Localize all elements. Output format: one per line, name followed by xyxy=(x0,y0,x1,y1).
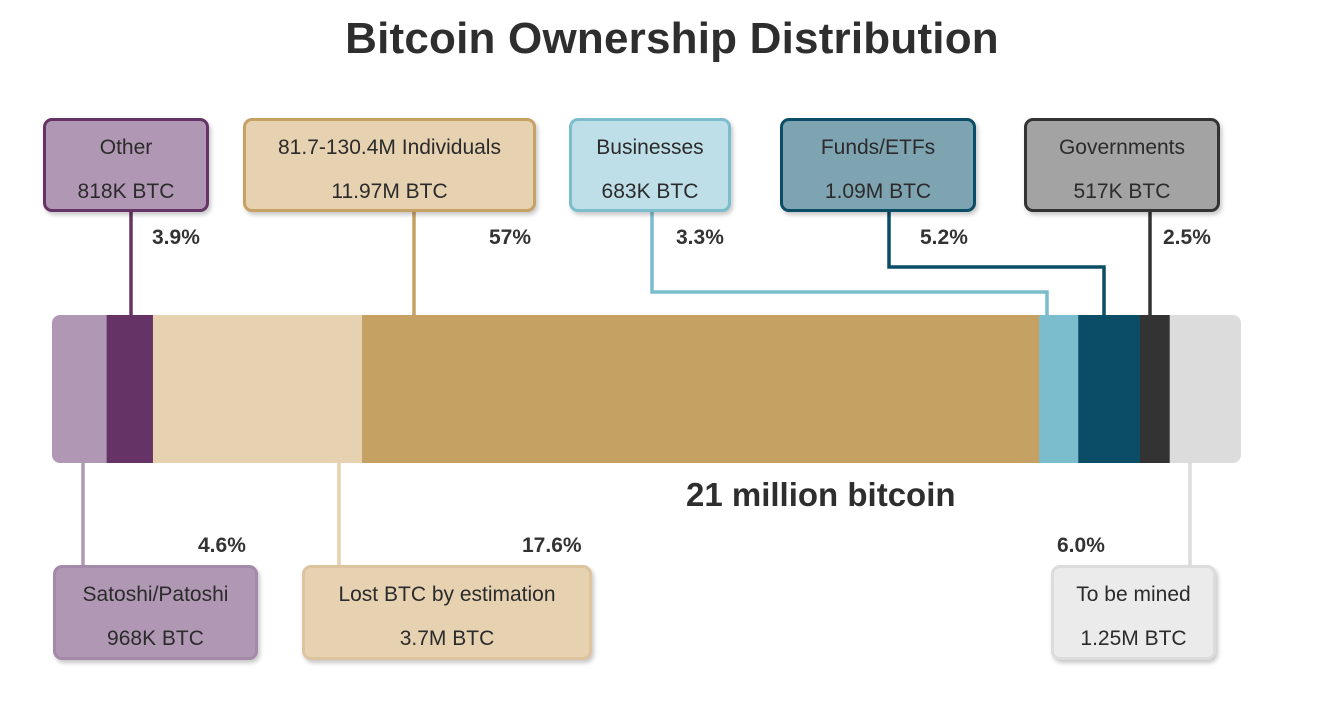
segment-label: Other xyxy=(99,136,153,159)
percent-label-governments: 2.5% xyxy=(1163,226,1211,249)
segment-label: To be mined xyxy=(1076,583,1191,606)
annotation-box-satoshi-patoshi: Satoshi/Patoshi 968K BTC xyxy=(53,565,258,660)
leader-line-funds-etfs xyxy=(887,212,1106,315)
bar-segment-businesses xyxy=(1039,315,1079,463)
segment-amount: 11.97M BTC xyxy=(331,180,448,203)
stacked-bar xyxy=(52,315,1241,463)
annotation-box-other: Other 818K BTC xyxy=(43,118,209,212)
segment-amount: 683K BTC xyxy=(601,180,699,203)
percent-label-to-be-mined: 6.0% xyxy=(1057,534,1105,557)
annotation-box-businesses: Businesses 683K BTC xyxy=(569,118,731,212)
leader-lines xyxy=(81,212,1192,565)
annotation-box-funds-etfs: Funds/ETFs 1.09M BTC xyxy=(780,118,976,212)
segment-amount: 818K BTC xyxy=(77,180,175,203)
segment-amount: 968K BTC xyxy=(107,627,204,650)
segment-label: Satoshi/Patoshi xyxy=(82,583,229,606)
percent-label-satoshi-patoshi: 4.6% xyxy=(198,534,246,557)
segment-amount: 517K BTC xyxy=(1073,180,1171,203)
annotation-box-lost-btc-by-estimation: Lost BTC by estimation 3.7M BTC xyxy=(302,565,592,660)
segment-label: Businesses xyxy=(596,136,704,159)
annotation-box-to-be-mined: To be mined 1.25M BTC xyxy=(1051,565,1216,660)
bar-segment-funds-etfs xyxy=(1078,315,1141,463)
bar-segment-81-7-130-4m-individuals xyxy=(362,315,1040,463)
percent-label-businesses: 3.3% xyxy=(676,226,724,249)
bar-segment-other xyxy=(106,315,154,463)
leader-line-businesses xyxy=(650,212,1049,315)
bar-segment-governments xyxy=(1140,315,1171,463)
segment-amount: 3.7M BTC xyxy=(399,627,495,650)
segment-label: 81.7-130.4M Individuals xyxy=(278,136,501,159)
segment-label: Governments xyxy=(1058,136,1186,159)
segment-label: Funds/ETFs xyxy=(820,136,936,159)
annotation-box-governments: Governments 517K BTC xyxy=(1024,118,1220,212)
chart-title: Bitcoin Ownership Distribution xyxy=(345,14,999,63)
segment-label: Lost BTC by estimation xyxy=(338,583,556,606)
percent-label-other: 3.9% xyxy=(152,226,200,249)
bar-segment-to-be-mined xyxy=(1169,315,1241,463)
segment-amount: 1.09M BTC xyxy=(824,180,932,203)
segment-amount: 1.25M BTC xyxy=(1080,627,1187,650)
percent-label-lost-btc-by-estimation: 17.6% xyxy=(522,534,582,557)
percent-label-81-7-130-4m-individuals: 57% xyxy=(489,226,532,249)
bar-segment-satoshi-patoshi xyxy=(52,315,108,463)
total-supply-label: 21 million bitcoin xyxy=(686,476,956,513)
bar-segment-lost-btc-by-estimation xyxy=(152,315,363,463)
percent-label-funds-etfs: 5.2% xyxy=(920,226,968,249)
annotation-box-81-7-130-4m-individuals: 81.7-130.4M Individuals 11.97M BTC xyxy=(243,118,536,212)
